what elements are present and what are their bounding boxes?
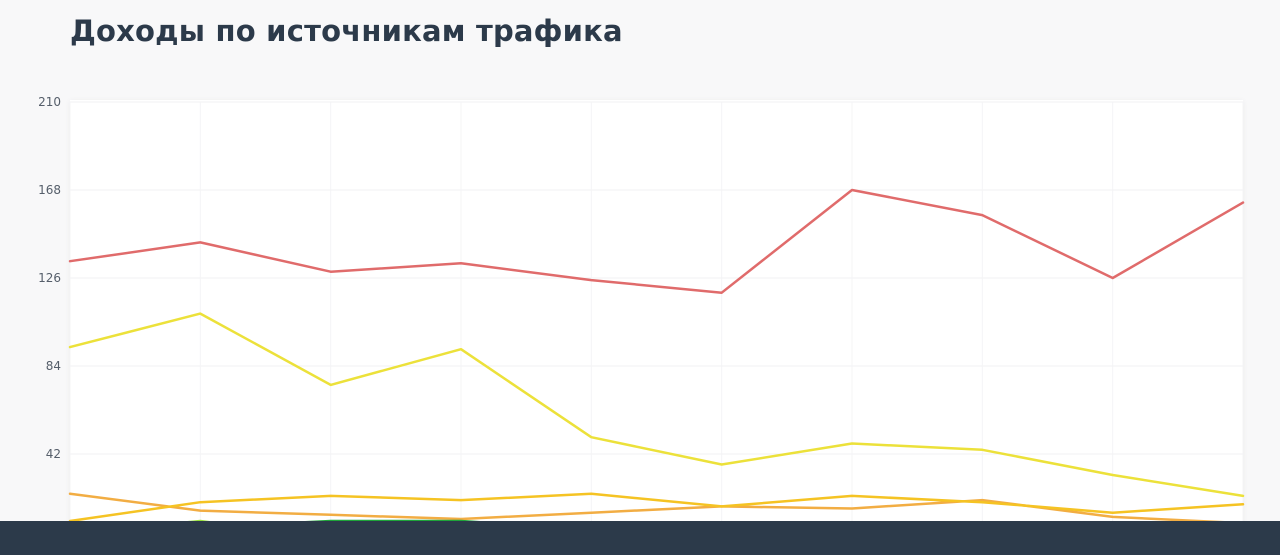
- footer-bar: [0, 521, 1280, 555]
- y-tick-label: 42: [46, 447, 61, 461]
- y-tick-label: 84: [46, 359, 61, 373]
- chart-series: [68, 188, 1245, 542]
- series-line-1: [68, 188, 1245, 294]
- series-line-2: [68, 312, 1245, 498]
- chart-card: [70, 100, 1243, 545]
- y-tick-label: 210: [38, 95, 61, 109]
- chart-grid: [69, 101, 1244, 542]
- y-tick-label: 126: [38, 271, 61, 285]
- series-line-4: [68, 492, 1245, 523]
- y-axis-labels: 42 84 126 168 210: [38, 95, 61, 461]
- y-tick-label: 168: [38, 183, 61, 197]
- page-title: Доходы по источникам трафика: [70, 14, 623, 48]
